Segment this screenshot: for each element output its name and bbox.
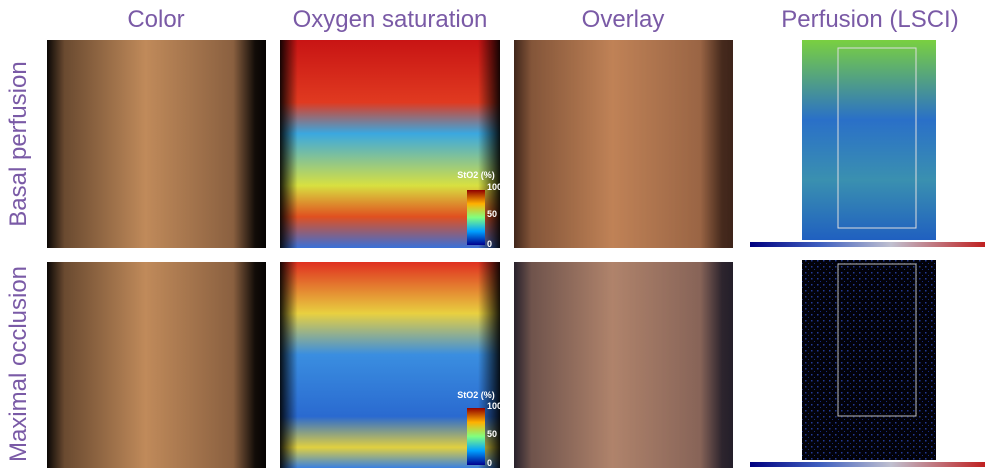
colorbar-tick: 100 xyxy=(487,182,502,192)
row-label: Maximal occlusion xyxy=(5,266,32,462)
colorbar-tick: 100 xyxy=(487,401,502,411)
lsci-colorbar xyxy=(750,462,985,467)
colorbar-tick: 0 xyxy=(487,239,492,249)
color-image xyxy=(47,40,266,248)
column-header: Oxygen saturation xyxy=(293,6,488,33)
column-header: Perfusion (LSCI) xyxy=(781,6,958,33)
column-header: Overlay xyxy=(582,6,665,33)
overlay-tint xyxy=(514,40,733,248)
colorbar-tick: 50 xyxy=(487,429,497,439)
color-image xyxy=(47,262,266,468)
colorbar-tick: 50 xyxy=(487,209,497,219)
row-label: Basal perfusion xyxy=(5,61,32,226)
overlay-tint xyxy=(514,262,733,468)
colorbar-title: StO2 (%) xyxy=(457,390,495,400)
colorbar-tick: 0 xyxy=(487,458,492,468)
colorbar xyxy=(467,190,485,245)
column-header: Color xyxy=(127,6,184,33)
lsci-colorbar xyxy=(750,242,985,247)
figure: Color Oxygen saturation Overlay Perfusio… xyxy=(0,0,1004,472)
colorbar-title: StO2 (%) xyxy=(457,170,495,180)
colorbar xyxy=(467,408,485,465)
